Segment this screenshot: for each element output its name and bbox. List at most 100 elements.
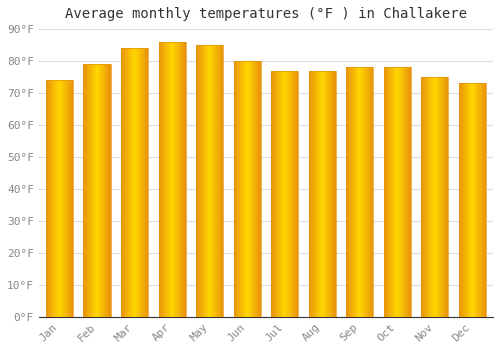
- Bar: [234, 61, 235, 317]
- Bar: [469, 83, 470, 317]
- Bar: [443, 77, 444, 317]
- Bar: [146, 48, 148, 317]
- Bar: [130, 48, 131, 317]
- Bar: [166, 42, 168, 317]
- Bar: [121, 48, 148, 317]
- Bar: [438, 77, 439, 317]
- Bar: [52, 80, 54, 317]
- Bar: [398, 68, 400, 317]
- Bar: [437, 77, 438, 317]
- Bar: [326, 71, 327, 317]
- Bar: [331, 71, 332, 317]
- Bar: [92, 64, 93, 317]
- Bar: [127, 48, 128, 317]
- Bar: [478, 83, 479, 317]
- Bar: [406, 68, 407, 317]
- Bar: [370, 68, 372, 317]
- Bar: [240, 61, 241, 317]
- Bar: [327, 71, 328, 317]
- Bar: [426, 77, 427, 317]
- Bar: [126, 48, 127, 317]
- Bar: [168, 42, 170, 317]
- Bar: [242, 61, 243, 317]
- Bar: [84, 64, 85, 317]
- Bar: [272, 71, 273, 317]
- Bar: [175, 42, 176, 317]
- Bar: [249, 61, 250, 317]
- Bar: [170, 42, 172, 317]
- Bar: [182, 42, 183, 317]
- Bar: [205, 45, 206, 317]
- Bar: [313, 71, 314, 317]
- Bar: [473, 83, 474, 317]
- Bar: [200, 45, 201, 317]
- Bar: [435, 77, 436, 317]
- Bar: [352, 68, 353, 317]
- Bar: [241, 61, 242, 317]
- Bar: [66, 80, 67, 317]
- Bar: [210, 45, 211, 317]
- Bar: [436, 77, 437, 317]
- Bar: [349, 68, 350, 317]
- Bar: [181, 42, 182, 317]
- Bar: [348, 68, 349, 317]
- Bar: [201, 45, 202, 317]
- Bar: [286, 71, 288, 317]
- Bar: [136, 48, 137, 317]
- Bar: [325, 71, 326, 317]
- Bar: [474, 83, 475, 317]
- Bar: [131, 48, 132, 317]
- Bar: [128, 48, 129, 317]
- Bar: [196, 45, 223, 317]
- Bar: [480, 83, 481, 317]
- Bar: [422, 77, 424, 317]
- Bar: [67, 80, 68, 317]
- Bar: [102, 64, 103, 317]
- Bar: [271, 71, 298, 317]
- Bar: [485, 83, 486, 317]
- Bar: [93, 64, 94, 317]
- Bar: [470, 83, 471, 317]
- Bar: [246, 61, 247, 317]
- Bar: [295, 71, 296, 317]
- Bar: [350, 68, 351, 317]
- Bar: [84, 64, 110, 317]
- Bar: [275, 71, 276, 317]
- Bar: [484, 83, 485, 317]
- Bar: [333, 71, 334, 317]
- Bar: [408, 68, 409, 317]
- Bar: [362, 68, 363, 317]
- Bar: [465, 83, 466, 317]
- Bar: [221, 45, 222, 317]
- Bar: [439, 77, 440, 317]
- Bar: [214, 45, 215, 317]
- Bar: [367, 68, 368, 317]
- Bar: [122, 48, 123, 317]
- Bar: [461, 83, 462, 317]
- Bar: [104, 64, 105, 317]
- Bar: [434, 77, 435, 317]
- Bar: [90, 64, 91, 317]
- Bar: [446, 77, 447, 317]
- Bar: [61, 80, 62, 317]
- Bar: [88, 64, 89, 317]
- Bar: [180, 42, 181, 317]
- Bar: [142, 48, 144, 317]
- Bar: [359, 68, 360, 317]
- Bar: [363, 68, 364, 317]
- Bar: [159, 42, 160, 317]
- Bar: [292, 71, 293, 317]
- Bar: [198, 45, 199, 317]
- Bar: [293, 71, 294, 317]
- Bar: [314, 71, 315, 317]
- Bar: [459, 83, 460, 317]
- Bar: [247, 61, 248, 317]
- Bar: [289, 71, 290, 317]
- Bar: [369, 68, 370, 317]
- Bar: [98, 64, 99, 317]
- Bar: [85, 64, 86, 317]
- Bar: [68, 80, 69, 317]
- Bar: [108, 64, 109, 317]
- Bar: [206, 45, 207, 317]
- Bar: [322, 71, 323, 317]
